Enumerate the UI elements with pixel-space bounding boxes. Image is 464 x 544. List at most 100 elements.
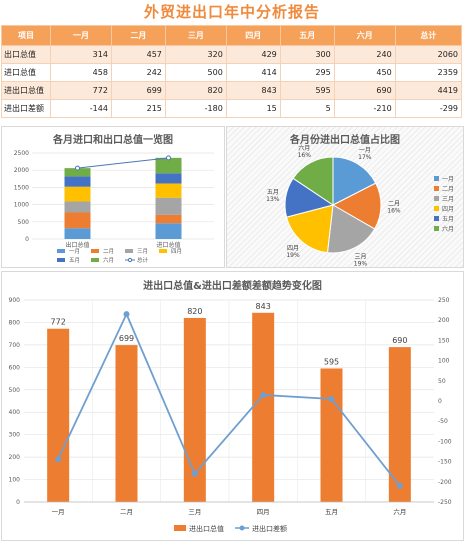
x-tick-label: 二月 — [120, 508, 133, 516]
legend-swatch — [159, 249, 167, 253]
bar-segment — [64, 212, 91, 229]
data-label: 772 — [51, 318, 66, 327]
header-cell: 四月 — [225, 25, 281, 46]
table-cell: 314 — [50, 45, 112, 64]
slice-percent: 13% — [266, 196, 280, 203]
y2-tick-label: -250 — [438, 499, 452, 506]
legend-label: 二月 — [442, 186, 454, 193]
legend-swatch — [434, 176, 439, 181]
y-tick-label: 900 — [9, 297, 21, 304]
bar-segment — [64, 168, 91, 177]
slice-percent: 19% — [354, 260, 368, 267]
y-tick-label: 400 — [9, 409, 21, 416]
x-tick-label: 三月 — [188, 508, 201, 516]
header-cell: 项目 — [1, 25, 51, 46]
y2-tick-label: 200 — [438, 317, 450, 324]
table-cell: 450 — [333, 63, 396, 82]
slice-percent: 17% — [358, 154, 372, 161]
table-cell: -180 — [164, 99, 227, 118]
total-point — [166, 155, 171, 161]
legend-swatch — [125, 249, 133, 253]
y-tick-label: 500 — [18, 219, 30, 226]
bar-segment — [155, 157, 182, 174]
table-cell: 595 — [279, 81, 335, 100]
x-tick-label: 一月 — [52, 508, 65, 516]
pie-slice — [332, 156, 377, 206]
y-tick-label: 700 — [9, 342, 21, 349]
slice-label: 一月 — [359, 147, 371, 154]
bar — [252, 312, 275, 502]
slice-percent: 19% — [286, 252, 300, 259]
y-tick-label: 300 — [9, 432, 21, 439]
y2-tick-label: 250 — [438, 297, 450, 304]
legend-marker — [239, 525, 245, 531]
pie-slice — [285, 204, 334, 254]
bar-segment — [64, 228, 91, 239]
x-tick-label: 进口总值 — [156, 241, 180, 249]
diff-line — [57, 311, 401, 487]
header-cell: 五月 — [279, 25, 335, 46]
bar — [115, 345, 138, 502]
x-tick-label: 六月 — [393, 507, 406, 516]
report-title: 外贸进出口年中分析报告 — [143, 3, 320, 21]
bar-segment — [155, 214, 182, 224]
header-cell: 三月 — [164, 25, 227, 46]
bar-segment — [64, 176, 91, 187]
table-cell: 215 — [110, 99, 166, 118]
bar — [320, 368, 343, 502]
table-cell: 429 — [225, 45, 281, 64]
row-label: 进出口总值 — [1, 81, 51, 100]
trend-chart-panel: 进出口总值&进出口差额差额趋势变化图 0 100 200 300 400 500 600 70… — [1, 271, 464, 541]
row-label: 进口总值 — [1, 63, 51, 82]
table-row: 进口总值 458 242 500 414 295 450 2359 — [1, 63, 463, 82]
table-cell: -299 — [394, 99, 463, 118]
header-cell: 总计 — [394, 25, 463, 46]
slice-label: 三月 — [354, 253, 366, 260]
legend-swatch — [434, 196, 439, 201]
chart-title: 各月进口和出口总值一览图 — [53, 135, 173, 146]
legend-label: 进出口差额 — [252, 524, 287, 533]
y-tick-label: 1000 — [14, 202, 29, 209]
table-row: 进出口差额 -144 215 -180 15 5 -210 -299 — [1, 99, 463, 118]
legend-label: 六月 — [442, 225, 454, 233]
summary-table: 项目 一月 二月 三月 四月 五月 六月 总计 出口总值 314 457 320… — [1, 25, 463, 118]
table-row: 出口总值 314 457 320 429 300 240 2060 — [1, 45, 463, 64]
chart-title: 进出口总值&进出口差额差额趋势变化图 — [143, 281, 322, 292]
legend-label: 四月 — [442, 206, 454, 213]
legend-swatch — [91, 258, 99, 262]
table-cell: 300 — [279, 45, 335, 64]
bar-segment — [155, 183, 182, 198]
y-tick-label: 800 — [9, 319, 21, 326]
slice-label: 四月 — [287, 245, 299, 252]
x-tick-label: 出口总值 — [65, 241, 89, 249]
slice-label: 六月 — [298, 144, 310, 152]
data-label: 699 — [119, 334, 134, 343]
y2-tick-label: -150 — [438, 459, 452, 466]
legend-swatch — [434, 206, 439, 211]
y2-tick-label: -200 — [438, 479, 452, 486]
bar-segment — [64, 201, 91, 213]
diff-point — [191, 470, 198, 477]
data-label: 820 — [187, 307, 202, 316]
header-cell: 六月 — [333, 25, 396, 46]
table-cell: 843 — [225, 81, 281, 100]
y-tick-label: 0 — [25, 236, 29, 243]
legend-label: 五月 — [442, 216, 454, 223]
slice-label: 五月 — [267, 189, 279, 196]
y-tick-label: 0 — [16, 499, 20, 506]
legend-label: 一月 — [442, 176, 454, 183]
legend-swatch — [434, 216, 439, 221]
diff-point — [55, 456, 62, 463]
legend-marker — [127, 257, 133, 263]
table-cell: 690 — [333, 81, 396, 100]
y2-tick-label: 150 — [438, 337, 450, 344]
table-cell: 320 — [164, 45, 227, 64]
table-cell: 2359 — [394, 63, 463, 82]
table-cell: 15 — [225, 99, 281, 118]
y-tick-label: 1500 — [14, 184, 29, 191]
table-row: 进出口总值 772 699 820 843 595 690 4419 — [1, 81, 463, 100]
table-cell: -144 — [50, 99, 112, 118]
legend-swatch — [57, 249, 65, 253]
data-label: 843 — [256, 302, 271, 311]
total-line — [77, 157, 169, 169]
